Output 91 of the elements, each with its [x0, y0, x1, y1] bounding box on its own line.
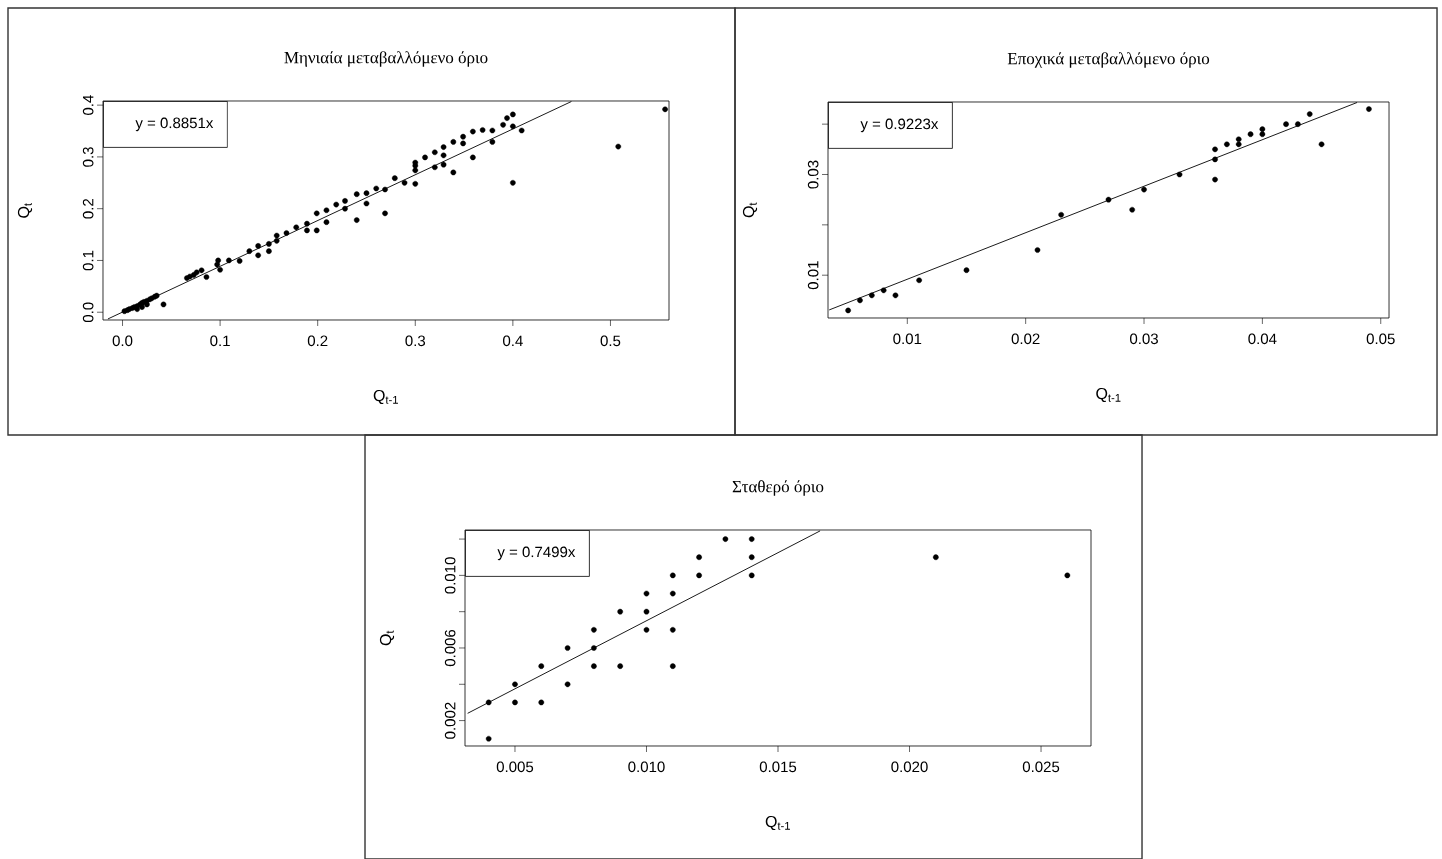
- y-tick-label: 0.002: [444, 702, 456, 739]
- point: [1064, 572, 1071, 579]
- point: [1306, 111, 1313, 117]
- point: [1212, 176, 1218, 183]
- point: [1259, 126, 1266, 132]
- point: [485, 735, 492, 742]
- point: [696, 572, 702, 579]
- point: [538, 699, 545, 706]
- point: [1366, 106, 1372, 112]
- point: [1105, 196, 1112, 203]
- point: [748, 536, 755, 542]
- point: [933, 554, 939, 561]
- point: [1212, 146, 1218, 153]
- point: [485, 699, 492, 706]
- x-tick-label: 0.5: [600, 335, 621, 347]
- x-tick-label: 0.4: [503, 335, 523, 347]
- y-tick-label: 0.3: [82, 147, 94, 167]
- point: [564, 681, 571, 688]
- x-tick-label: 0.02: [1011, 333, 1040, 345]
- point: [880, 287, 887, 294]
- point: [963, 267, 970, 273]
- point: [617, 663, 623, 669]
- y-tick-label: 0.4: [82, 95, 94, 115]
- x-tick-label: 0.015: [759, 761, 797, 773]
- x-tick-label: 0.0: [112, 335, 133, 347]
- x-tick-label: 0.3: [405, 335, 426, 347]
- y-tick-label: 0.0: [82, 302, 94, 323]
- y-axis-title: Q$_{t}$: [379, 630, 395, 646]
- point: [591, 627, 597, 633]
- point: [538, 663, 545, 669]
- x-axis-title: Q$_{t-1}$: [765, 815, 790, 831]
- x-tick-label: 0.01: [893, 333, 922, 345]
- x-tick-label: 0.1: [210, 335, 230, 347]
- x-axis-title: Q$_{t-1}$: [373, 389, 398, 405]
- x-tick-label: 0.005: [496, 761, 534, 773]
- x-tick-label: 0.03: [1130, 333, 1158, 345]
- point: [1129, 206, 1135, 213]
- chart-title: Μηνιαία μεταβαλλόμενο όριο: [284, 51, 488, 67]
- annotation: y = 0.8851x: [135, 117, 214, 132]
- x-tick-label: 0.2: [307, 335, 328, 347]
- point: [1259, 131, 1266, 138]
- point: [1235, 136, 1242, 143]
- x-tick-label: 0.05: [1366, 333, 1395, 345]
- point: [643, 608, 650, 615]
- point: [1141, 186, 1147, 193]
- point: [696, 554, 702, 561]
- y-tick-label: 0.006: [444, 629, 456, 667]
- point: [643, 627, 650, 633]
- annotation: y = 0.9223x: [860, 118, 939, 133]
- y-axis-title: Q$_{t}$: [17, 203, 33, 218]
- x-tick-label: 0.04: [1248, 333, 1277, 345]
- y-tick-label: 0.1: [82, 250, 94, 271]
- point: [1176, 171, 1183, 178]
- point: [857, 297, 863, 304]
- point: [512, 699, 518, 706]
- point: [845, 307, 851, 314]
- point: [670, 663, 676, 669]
- point: [748, 572, 755, 579]
- point: [748, 554, 755, 561]
- y-axis-title: Q$_{t}$: [742, 202, 758, 218]
- chart-title: Σταθερό όριο: [732, 480, 824, 496]
- point: [591, 645, 597, 651]
- point: [869, 292, 875, 299]
- point: [670, 590, 676, 597]
- x-axis-title: Q$_{t-1}$: [1096, 387, 1121, 403]
- point: [1034, 247, 1041, 253]
- point: [564, 645, 571, 651]
- y-tick-label: 0.2: [82, 199, 94, 219]
- point: [1212, 156, 1218, 163]
- point: [1224, 141, 1230, 148]
- point: [512, 681, 518, 688]
- point: [670, 627, 676, 633]
- point: [591, 663, 597, 669]
- point: [1058, 211, 1064, 218]
- x-tick-label: 0.010: [628, 761, 665, 773]
- point: [916, 277, 922, 284]
- point: [722, 536, 729, 542]
- point: [1235, 141, 1242, 148]
- point: [1247, 131, 1254, 138]
- point: [1283, 121, 1289, 127]
- point: [643, 590, 650, 597]
- point: [1318, 141, 1325, 148]
- point: [1295, 121, 1301, 127]
- x-tick-label: 0.025: [1022, 761, 1060, 773]
- chart-title: Εποχικά μεταβαλλόμενο όριο: [1007, 52, 1210, 68]
- point: [670, 572, 676, 579]
- y-tick-label: 0.010: [444, 557, 456, 594]
- annotation: y = 0.7499x: [497, 546, 576, 561]
- point: [617, 608, 623, 615]
- x-tick-label: 0.020: [891, 761, 928, 773]
- point: [892, 292, 899, 299]
